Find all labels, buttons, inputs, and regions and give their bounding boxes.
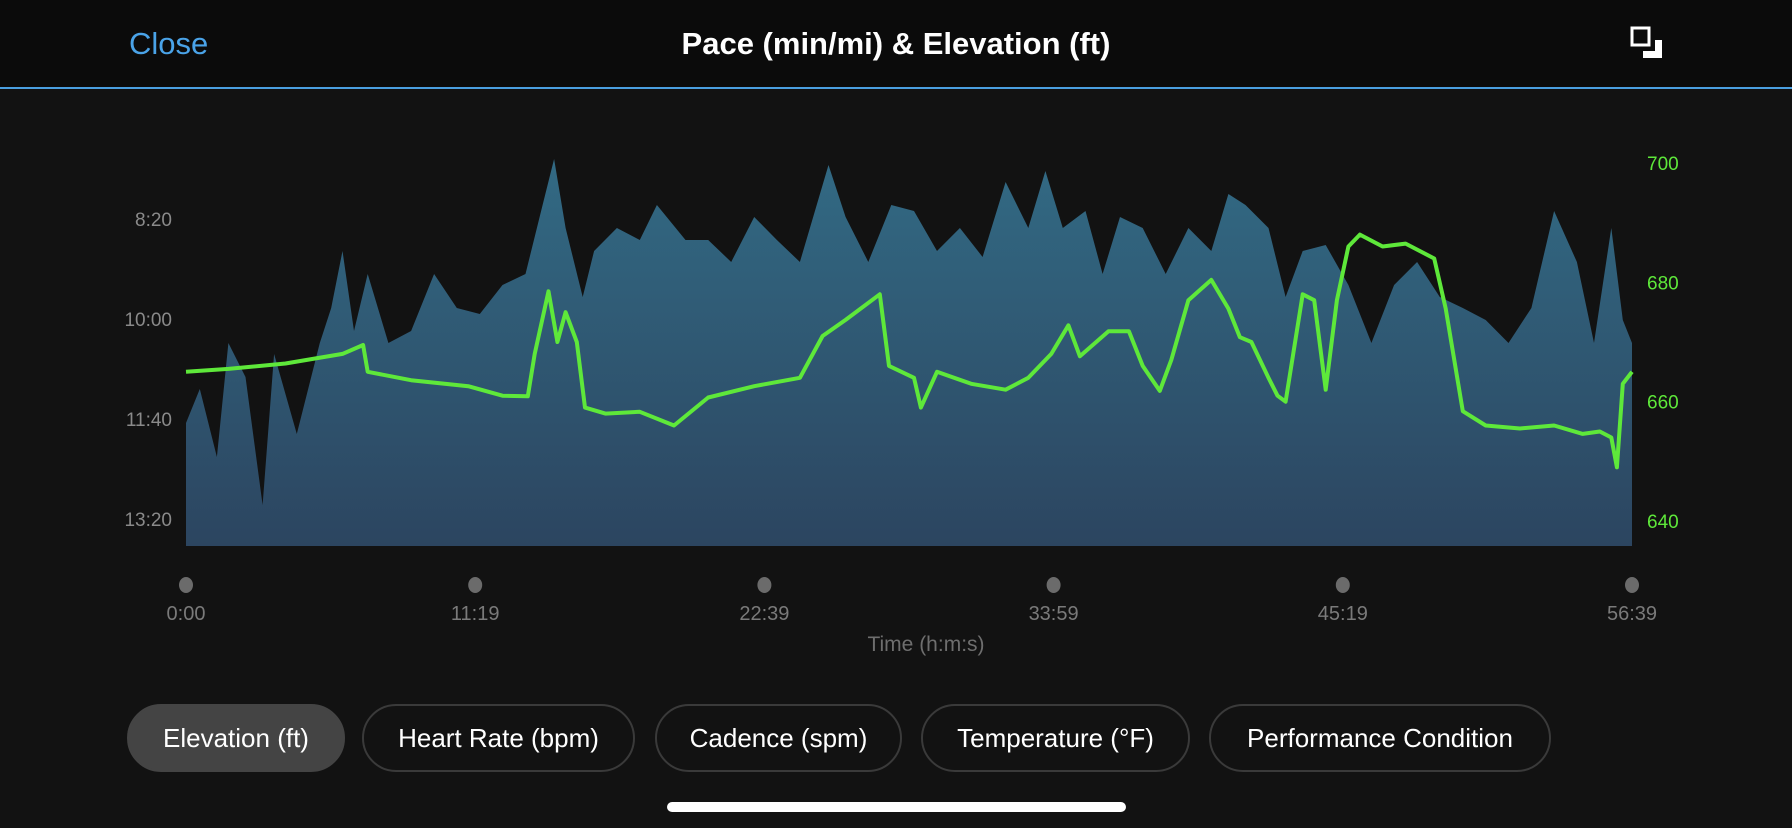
tab-temperature-f[interactable]: Temperature (°F) xyxy=(921,704,1190,772)
elevation-line xyxy=(185,232,1634,470)
pace-tick-label: 13:20 xyxy=(124,510,172,531)
time-scrub-dot[interactable] xyxy=(468,577,483,593)
time-tick-label: 56:39 xyxy=(1607,603,1657,625)
time-tick-label: 0:00 xyxy=(167,603,206,625)
close-button[interactable]: Close xyxy=(129,26,209,61)
time-tick-label: 33:59 xyxy=(1029,603,1079,625)
home-indicator[interactable] xyxy=(667,802,1126,812)
expand-icon[interactable] xyxy=(1630,26,1666,62)
time-scrub-dot[interactable] xyxy=(1046,577,1061,593)
tab-performance-condition[interactable]: Performance Condition xyxy=(1209,704,1551,772)
time-tick-label: 45:19 xyxy=(1318,603,1368,625)
pace-elevation-chart[interactable]: 8:20 10:00 11:40 13:20 700 680 660 640 0:00 11:19… xyxy=(0,0,1792,700)
pace-tick-label: 11:40 xyxy=(126,410,172,431)
pace-tick-label: 10:00 xyxy=(124,310,172,331)
pace-tick-label: 8:20 xyxy=(135,210,172,231)
tab-elevation-ft[interactable]: Elevation (ft) xyxy=(127,704,345,772)
tab-heart-rate-bpm[interactable]: Heart Rate (bpm) xyxy=(362,704,635,772)
time-tick-label: 22:39 xyxy=(739,603,789,625)
time-scrub-dot[interactable] xyxy=(179,577,193,593)
time-scrub-dot[interactable] xyxy=(1625,577,1639,593)
x-axis-title: Time (h:m:s) xyxy=(867,633,984,656)
elevation-tick-label: 640 xyxy=(1647,512,1679,533)
pace-area xyxy=(186,159,1632,546)
header-bar: Close Pace (min/mi) & Elevation (ft) xyxy=(0,0,1792,89)
elevation-tick-label: 660 xyxy=(1647,393,1679,414)
page-title: Pace (min/mi) & Elevation (ft) xyxy=(681,26,1111,61)
time-scrub-dot[interactable] xyxy=(1335,577,1350,593)
time-tick-label: 11:19 xyxy=(451,603,500,625)
elevation-tick-label: 680 xyxy=(1647,273,1679,294)
elevation-tick-label: 700 xyxy=(1647,154,1679,175)
tab-cadence-spm[interactable]: Cadence (spm) xyxy=(655,704,902,772)
time-scrub-dot[interactable] xyxy=(757,577,772,593)
